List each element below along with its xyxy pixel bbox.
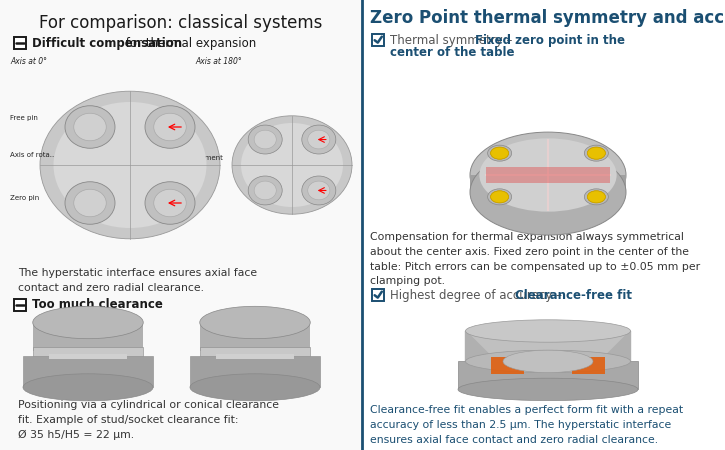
Text: Axis at 180°: Axis at 180° <box>195 57 241 66</box>
Ellipse shape <box>74 113 107 141</box>
Ellipse shape <box>587 147 605 159</box>
Ellipse shape <box>54 102 207 228</box>
Ellipse shape <box>307 130 330 149</box>
Ellipse shape <box>503 350 593 373</box>
Polygon shape <box>465 331 488 361</box>
Bar <box>572 356 605 374</box>
Text: Free pin: Free pin <box>148 115 176 121</box>
Text: Compensation for thermal expansion always symmetrical
about the center axis. Fix: Compensation for thermal expansion alway… <box>370 232 700 286</box>
Text: Axis of rota...: Axis of rota... <box>10 152 57 158</box>
Ellipse shape <box>145 182 195 224</box>
Text: The hyperstatic interface ensures axial face
contact and zero radial clearance.: The hyperstatic interface ensures axial … <box>18 268 257 293</box>
Bar <box>200 323 310 351</box>
Ellipse shape <box>33 306 144 339</box>
Bar <box>363 0 725 450</box>
Bar <box>190 356 320 387</box>
Text: Too much clearance: Too much clearance <box>32 298 163 311</box>
Bar <box>491 356 524 374</box>
Ellipse shape <box>491 191 509 203</box>
Ellipse shape <box>307 181 330 200</box>
Text: Axis at 0°: Axis at 0° <box>10 57 47 66</box>
Bar <box>0 0 362 450</box>
Ellipse shape <box>584 189 608 205</box>
Ellipse shape <box>154 113 186 141</box>
Text: Thermal symmetry –: Thermal symmetry – <box>390 34 516 47</box>
Text: Clearance-free fit: Clearance-free fit <box>515 289 632 302</box>
Ellipse shape <box>465 350 631 373</box>
Polygon shape <box>608 331 631 361</box>
Ellipse shape <box>470 149 626 235</box>
Bar <box>49 354 127 360</box>
Ellipse shape <box>470 132 626 218</box>
Ellipse shape <box>488 145 512 161</box>
Ellipse shape <box>584 145 608 161</box>
Bar <box>458 361 638 389</box>
Text: For comparison: classical systems: For comparison: classical systems <box>39 14 323 32</box>
Ellipse shape <box>154 189 186 217</box>
Ellipse shape <box>65 182 115 224</box>
Ellipse shape <box>302 125 336 154</box>
Ellipse shape <box>74 189 107 217</box>
Text: Zero Point thermal symmetry and accuracy: Zero Point thermal symmetry and accuracy <box>370 9 725 27</box>
Ellipse shape <box>200 306 310 339</box>
Text: for thermal expansion: for thermal expansion <box>32 37 256 50</box>
Ellipse shape <box>40 91 220 239</box>
Ellipse shape <box>479 138 617 212</box>
Text: Difficult compensation: Difficult compensation <box>32 37 182 50</box>
Bar <box>200 347 310 356</box>
Text: Free pin: Free pin <box>10 115 38 121</box>
Text: Fixed zero point in the: Fixed zero point in the <box>475 34 625 47</box>
Ellipse shape <box>491 191 509 203</box>
Bar <box>216 354 294 360</box>
FancyBboxPatch shape <box>14 299 26 311</box>
Ellipse shape <box>587 191 605 203</box>
Ellipse shape <box>587 191 605 203</box>
Text: Clearance-free fit enables a perfect form fit with a repeat
accuracy of less tha: Clearance-free fit enables a perfect for… <box>370 405 683 445</box>
Ellipse shape <box>254 130 276 149</box>
Ellipse shape <box>458 378 638 400</box>
Ellipse shape <box>241 123 343 207</box>
Ellipse shape <box>488 189 512 205</box>
Ellipse shape <box>302 176 336 205</box>
Text: Positioning via a cylindrical or conical clearance
fit. Example of stud/socket c: Positioning via a cylindrical or conical… <box>18 400 279 440</box>
Bar <box>33 347 144 356</box>
Ellipse shape <box>190 374 320 401</box>
Text: Highest degree of accuracy –: Highest degree of accuracy – <box>390 289 566 302</box>
Ellipse shape <box>23 374 153 401</box>
Ellipse shape <box>491 147 509 159</box>
Ellipse shape <box>587 147 605 159</box>
Bar <box>486 167 610 183</box>
Ellipse shape <box>465 320 631 342</box>
Ellipse shape <box>65 106 115 148</box>
Bar <box>470 175 626 192</box>
Text: Displacement: Displacement <box>175 155 223 161</box>
Text: center of the table: center of the table <box>390 46 515 59</box>
Ellipse shape <box>232 116 352 214</box>
Text: Floating pin: Floating pin <box>148 195 189 201</box>
Ellipse shape <box>491 147 509 159</box>
Ellipse shape <box>248 176 282 205</box>
FancyBboxPatch shape <box>372 289 384 301</box>
Bar <box>465 331 631 361</box>
FancyBboxPatch shape <box>14 37 26 49</box>
Ellipse shape <box>145 106 195 148</box>
Bar <box>23 356 153 387</box>
Ellipse shape <box>248 125 282 154</box>
Ellipse shape <box>254 181 276 200</box>
Bar <box>33 323 144 351</box>
FancyBboxPatch shape <box>372 34 384 46</box>
Text: Zero pin: Zero pin <box>10 195 39 201</box>
